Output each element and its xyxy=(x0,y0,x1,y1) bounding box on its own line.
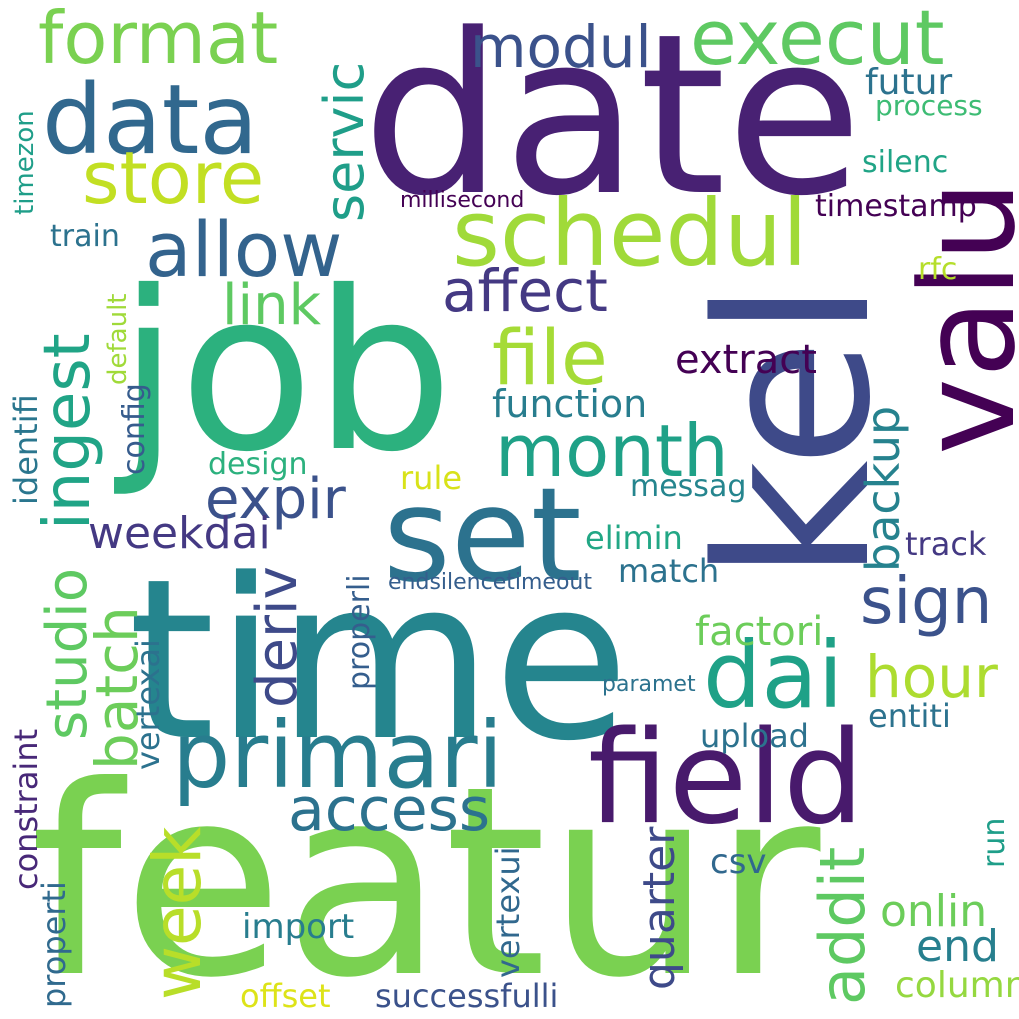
word-rfc: rfc xyxy=(918,252,958,287)
word-match: match xyxy=(618,552,720,590)
word-file: file xyxy=(492,313,608,402)
word-futur: futur xyxy=(865,62,953,103)
word-vertexai: vertexai xyxy=(129,639,167,770)
word-offset: offset xyxy=(240,977,331,1015)
word-messag: messag xyxy=(630,469,747,504)
word-data: data xyxy=(42,64,259,176)
word-design: design xyxy=(208,447,308,482)
word-upload: upload xyxy=(700,717,809,755)
word-import: import xyxy=(242,907,355,947)
word-addit: addit xyxy=(806,846,879,1005)
word-access: access xyxy=(288,775,491,845)
word-default: default xyxy=(103,293,133,385)
word-servic: servic xyxy=(313,61,376,222)
word-week: week xyxy=(139,826,216,1000)
word-csv: csv xyxy=(710,842,767,882)
word-endsilencetimeout: endsilencetimeout xyxy=(388,570,592,595)
word-millisecond: millisecond xyxy=(400,188,525,213)
word-function: function xyxy=(492,382,648,426)
word-process: process xyxy=(875,89,983,122)
word-column: column xyxy=(895,965,1019,1006)
word-timezon: timezon xyxy=(10,110,40,215)
word-affect: affect xyxy=(442,257,608,325)
word-hour: hour xyxy=(865,643,998,711)
word-config: config xyxy=(117,383,152,475)
word-run: run xyxy=(977,817,1012,868)
word-onlin: onlin xyxy=(880,886,988,937)
word-timestamp: timestamp xyxy=(815,189,977,224)
word-train: train xyxy=(50,219,120,254)
word-date: date xyxy=(362,0,863,245)
word-properti: properti xyxy=(35,881,73,1008)
word-track: track xyxy=(905,525,987,563)
word-expir: expir xyxy=(205,467,346,532)
word-month: month xyxy=(495,409,729,493)
word-link: link xyxy=(222,273,322,338)
word-deriv: deriv xyxy=(245,566,310,708)
word-constraint: constraint xyxy=(7,728,45,890)
word-silenc: silenc xyxy=(862,145,949,180)
word-elimin: elimin xyxy=(585,519,683,557)
word-weekdai: weekdai xyxy=(88,508,271,559)
word-time: time xyxy=(128,532,630,790)
word-schedul: schedul xyxy=(452,180,808,287)
word-identifi: identifi xyxy=(7,394,45,505)
word-field: field xyxy=(588,704,865,853)
word-job: job xyxy=(118,244,454,500)
word-store: store xyxy=(82,136,265,220)
word-primari: primari xyxy=(172,702,504,809)
word-factori: factori xyxy=(695,609,824,655)
word-end: end xyxy=(916,921,999,972)
word-extract: extract xyxy=(675,337,817,383)
word-featur: featur xyxy=(30,730,821,1019)
word-properli: properli xyxy=(342,574,377,690)
word-rule: rule xyxy=(400,459,463,497)
word-entiti: entiti xyxy=(868,697,951,735)
word-dai: dai xyxy=(703,622,844,729)
word-execut: execut xyxy=(690,0,945,82)
word-modul: modul xyxy=(470,13,652,81)
word-quarter: quarter xyxy=(634,826,685,990)
word-allow: allow xyxy=(145,205,343,294)
word-sign: sign xyxy=(860,565,993,639)
word-ingest: ingest xyxy=(31,333,105,530)
word-successfulli: successfulli xyxy=(375,977,559,1015)
word-vertexui: vertexui xyxy=(489,846,527,978)
word-backup: backup xyxy=(856,405,910,572)
word-paramet: paramet xyxy=(602,672,696,697)
word-format: format xyxy=(38,0,279,80)
word-set: set xyxy=(383,459,582,611)
